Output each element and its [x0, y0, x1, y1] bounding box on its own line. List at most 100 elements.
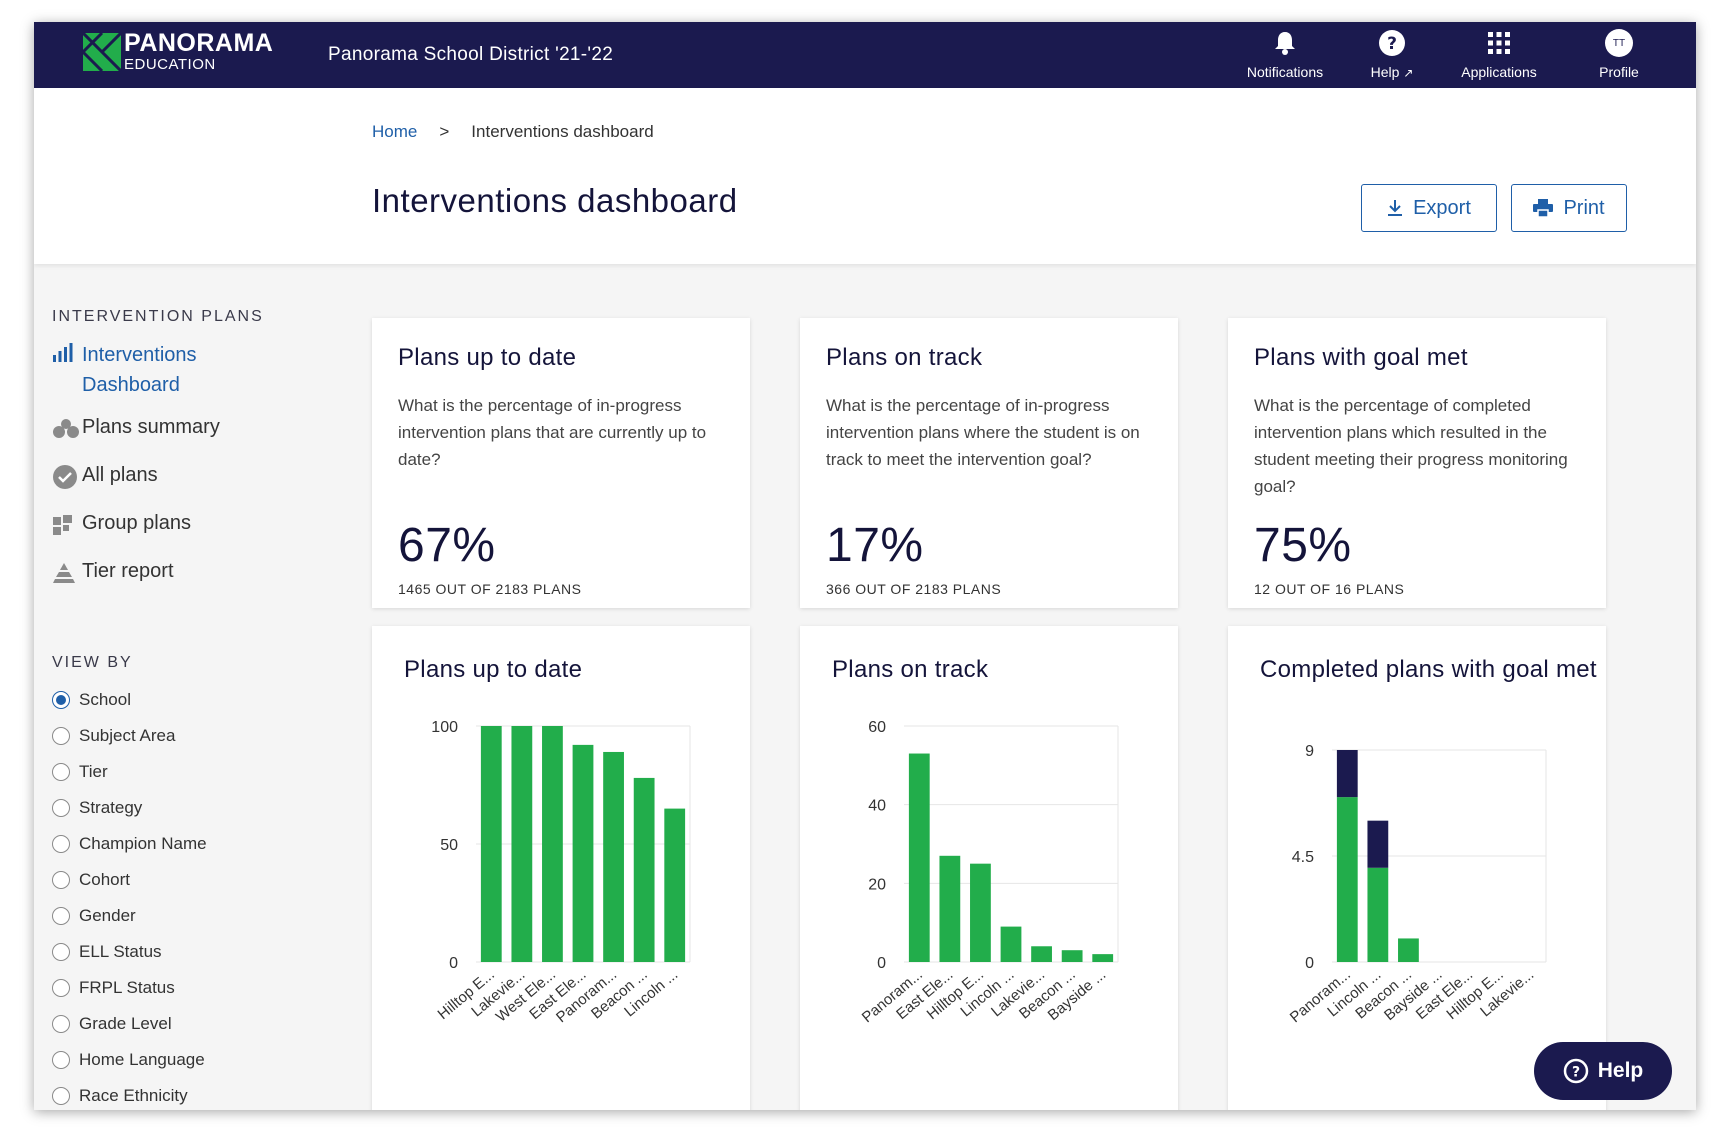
view-by-radio-home-language[interactable]: Home Language — [52, 1050, 205, 1070]
bar[interactable] — [664, 808, 686, 962]
radio-label: Gender — [79, 906, 136, 925]
panorama-logo-icon — [82, 31, 122, 72]
y-tick-label: 100 — [431, 719, 458, 736]
radio-button[interactable] — [52, 1015, 70, 1033]
y-tick-label: 4.5 — [1292, 849, 1314, 866]
bar[interactable] — [633, 777, 655, 962]
chart-card-plans-on-track: Plans on track 0 20 40 60 Panoram... East Ele… — [800, 626, 1178, 1110]
sidebar-item-all-plans[interactable]: All plans — [52, 464, 158, 490]
view-by-radio-tier[interactable]: Tier — [52, 762, 108, 782]
district-selector[interactable]: Panorama School District '21-'22 — [328, 44, 614, 65]
floating-help-button[interactable]: ? Help — [1534, 1042, 1672, 1100]
bar[interactable] — [480, 726, 502, 962]
radio-label: Tier — [79, 762, 108, 781]
top-nav-bar: PANORAMA EDUCATION Panorama School Distr… — [34, 22, 1696, 88]
radio-button[interactable] — [52, 799, 70, 817]
view-by-radio-school[interactable]: School — [52, 690, 131, 710]
avatar: TT — [1605, 29, 1633, 57]
view-by-radio-gender[interactable]: Gender — [52, 906, 136, 926]
radio-button[interactable] — [52, 907, 70, 925]
radio-label: Cohort — [79, 870, 131, 889]
radio-button[interactable] — [52, 835, 70, 853]
sidebar-item-label: All plans — [82, 464, 158, 486]
external-link-icon: ↗ — [1403, 66, 1414, 80]
view-by-radio-ell-status[interactable]: ELL Status — [52, 942, 162, 962]
view-by-heading: VIEW BY — [52, 654, 133, 671]
bar[interactable] — [970, 863, 991, 962]
chart-title: Completed plans with goal met — [1260, 656, 1597, 683]
bar[interactable] — [908, 753, 930, 962]
bar[interactable] — [1092, 954, 1114, 962]
view-by-radio-frpl-status[interactable]: FRPL Status — [52, 978, 175, 998]
breadcrumb-home-link[interactable]: Home — [372, 122, 418, 141]
radio-button[interactable] — [52, 979, 70, 997]
y-tick-label: 50 — [440, 837, 458, 854]
sidebar-item-interventions-dashboard[interactable]: Interventions Dashboard — [52, 340, 197, 400]
sidebar-item-tier-report[interactable]: Tier report — [52, 560, 174, 586]
nav-help[interactable]: ? Help ↗ — [1352, 28, 1432, 80]
nav-applications[interactable]: Applications — [1444, 28, 1554, 80]
svg-text:?: ? — [1387, 34, 1397, 54]
sidebar-item-label: Group plans — [82, 512, 191, 534]
bar[interactable] — [1336, 797, 1358, 962]
stat-card-detail: 366 OUT OF 2183 PLANS — [826, 581, 1002, 597]
view-by-radio-champion-name[interactable]: Champion Name — [52, 834, 207, 854]
bar[interactable] — [1367, 820, 1389, 868]
bar[interactable] — [1367, 867, 1389, 962]
bar[interactable] — [603, 751, 624, 962]
dots-cluster-icon — [53, 419, 79, 438]
radio-label: Strategy — [79, 798, 143, 817]
bell-icon — [1275, 32, 1295, 55]
panorama-logo[interactable]: PANORAMA EDUCATION — [82, 31, 273, 72]
stat-card-plans-on-track: Plans on track What is the percentage of… — [800, 318, 1178, 608]
bar[interactable] — [1398, 938, 1419, 962]
radio-button[interactable] — [52, 871, 70, 889]
bar[interactable] — [939, 855, 961, 962]
radio-label: Subject Area — [79, 726, 176, 745]
bar[interactable] — [542, 726, 563, 962]
radio-button[interactable] — [52, 1051, 70, 1069]
bar[interactable] — [1061, 950, 1083, 962]
stat-card-detail: 12 OUT OF 16 PLANS — [1254, 581, 1405, 597]
view-by-radio-race-ethnicity[interactable]: Race Ethnicity — [52, 1086, 188, 1106]
radio-label: ELL Status — [79, 942, 162, 961]
y-tick-label: 9 — [1305, 743, 1314, 760]
bar[interactable] — [1336, 750, 1358, 798]
radio-button[interactable] — [52, 943, 70, 961]
nav-profile[interactable]: TT Profile — [1584, 28, 1654, 80]
sidebar-item-plans-summary[interactable]: Plans summary — [52, 416, 220, 442]
print-label: Print — [1563, 196, 1605, 219]
stat-card-description: What is the percentage of completed inte… — [1254, 396, 1568, 496]
stat-card-title: Plans with goal met — [1254, 344, 1468, 371]
bar[interactable] — [1031, 946, 1052, 962]
breadcrumb-separator: > — [439, 122, 450, 141]
help-button-label: Help — [1597, 1059, 1644, 1082]
stat-card-title: Plans up to date — [398, 344, 577, 371]
stat-card-value: 67% — [398, 519, 496, 572]
radio-button[interactable] — [52, 727, 70, 745]
sidebar-item-group-plans[interactable]: Group plans — [52, 512, 191, 538]
bar[interactable] — [511, 726, 533, 962]
y-tick-label: 40 — [868, 798, 886, 815]
brand-subtitle: EDUCATION — [124, 56, 216, 73]
print-button[interactable]: Print — [1511, 184, 1627, 232]
sidebar-item-label: Tier report — [82, 560, 174, 582]
grid-blocks-icon — [53, 515, 72, 535]
bar[interactable] — [572, 744, 594, 962]
brand-title: PANORAMA — [124, 29, 274, 57]
bar[interactable] — [1000, 926, 1022, 962]
nav-notifications[interactable]: Notifications — [1230, 28, 1340, 80]
view-by-radio-strategy[interactable]: Strategy — [52, 798, 142, 818]
radio-label: Home Language — [79, 1050, 205, 1069]
radio-button[interactable] — [52, 763, 70, 781]
view-by-radio-subject-area[interactable]: Subject Area — [52, 726, 175, 746]
view-by-radio-cohort[interactable]: Cohort — [52, 870, 130, 890]
view-by-radio-grade-level[interactable]: Grade Level — [52, 1014, 172, 1034]
chart-title: Plans up to date — [404, 656, 583, 683]
stat-card-description: What is the percentage of in-progress in… — [398, 396, 707, 469]
radio-button[interactable] — [52, 1087, 70, 1105]
radio-button[interactable] — [52, 691, 70, 709]
export-button[interactable]: Export — [1361, 184, 1497, 232]
